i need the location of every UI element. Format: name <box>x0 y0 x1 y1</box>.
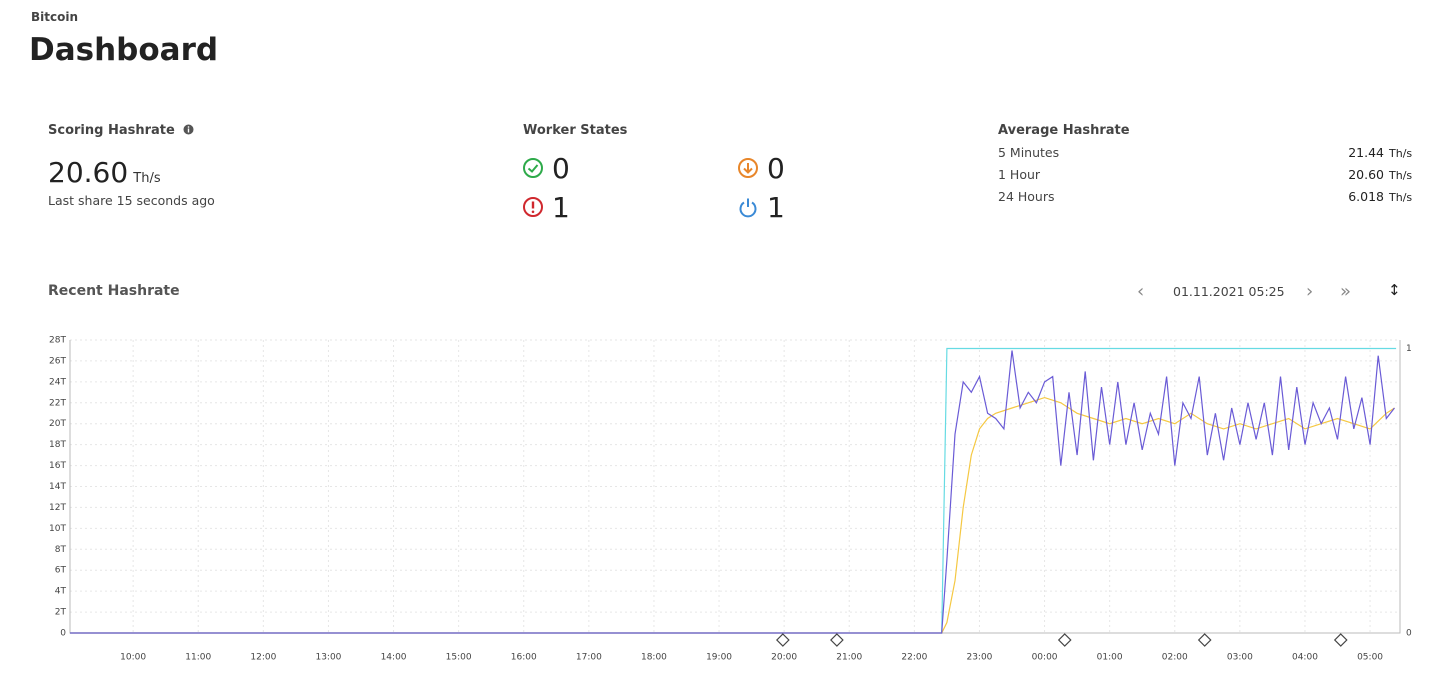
next-button[interactable]: › <box>1306 281 1314 302</box>
x-tick-label: 13:00 <box>315 653 341 663</box>
x-tick-label: 04:00 <box>1292 653 1318 663</box>
y-tick-label: 20T <box>49 419 66 429</box>
x-tick-label: 14:00 <box>381 653 407 663</box>
series-line <box>70 350 1395 634</box>
y-tick-label: 10T <box>49 524 66 534</box>
event-marker <box>830 633 844 647</box>
y-tick-label: 2T <box>55 608 67 618</box>
breadcrumb[interactable]: Bitcoin <box>31 10 79 24</box>
y-tick-label: 16T <box>49 461 66 471</box>
section-title: Recent Hashrate <box>48 283 180 299</box>
off-count: 1 <box>767 191 785 224</box>
x-tick-label: 21:00 <box>836 653 862 663</box>
x-tick-label: 10:00 <box>120 653 146 663</box>
y-tick-label: 6T <box>55 566 67 576</box>
y-tick-label: 18T <box>49 440 66 450</box>
date[interactable]: 01.11.2021 05:25 <box>1173 284 1285 299</box>
row-value: 6.018 <box>1348 189 1384 204</box>
series-line <box>70 347 1397 634</box>
info-icon[interactable] <box>183 124 194 135</box>
row-value: 21.44 <box>1348 145 1384 160</box>
x-tick-label: 23:00 <box>966 653 992 663</box>
y-tick-label: 4T <box>55 587 67 597</box>
y-tick-label: 24T <box>49 377 66 387</box>
x-tick-label: 17:00 <box>576 653 602 663</box>
x-tick-label: 15:00 <box>446 653 472 663</box>
dead-icon <box>523 197 543 217</box>
expand-button[interactable]: ↕ <box>1388 281 1401 299</box>
x-tick-label: 18:00 <box>641 653 667 663</box>
low-count: 0 <box>767 152 785 185</box>
x-tick-label: 03:00 <box>1227 653 1253 663</box>
y-tick-label: 28T <box>49 336 66 346</box>
row-label: 1 Hour <box>998 167 1041 182</box>
y-tick-label: 12T <box>49 503 66 513</box>
dead-count: 1 <box>552 191 570 224</box>
row-unit: Th/s <box>1389 169 1413 182</box>
scoring-value: 20.60 Th/s <box>48 156 161 189</box>
x-tick-label: 00:00 <box>1032 653 1058 663</box>
y-tick-label: 22T <box>49 398 66 408</box>
event-marker <box>776 633 790 647</box>
low-icon <box>738 158 758 178</box>
y2-tick-label: 1 <box>1406 344 1412 354</box>
row-label: 24 Hours <box>998 189 1055 204</box>
y-tick-label: 26T <box>49 356 66 366</box>
event-marker <box>1333 633 1348 647</box>
chart: 0 2T 4T 6T 8T 10T 12T 14T 16T 18T 20T 22T 24T 26T 28T 1… <box>49 336 1412 663</box>
row-value: 20.60 <box>1348 167 1384 182</box>
y2-tick-label: 0 <box>1406 629 1412 639</box>
page-title: Dashboard <box>29 32 219 68</box>
row-unit: Th/s <box>1389 147 1413 160</box>
x-tick-label: 11:00 <box>185 653 211 663</box>
label: Scoring Hashrate <box>48 123 175 138</box>
note: Last share 15 seconds ago <box>48 193 215 208</box>
x-tick-label: 02:00 <box>1162 653 1188 663</box>
x-tick-label: 19:00 <box>706 653 732 663</box>
row-unit: Th/s <box>1389 191 1413 204</box>
ok-count: 0 <box>552 152 570 185</box>
series-line <box>70 396 1395 634</box>
x-tick-label: 16:00 <box>511 653 537 663</box>
x-tick-label: 01:00 <box>1097 653 1123 663</box>
stat-label: Worker States <box>523 123 628 138</box>
x-tick-label: 22:00 <box>901 653 927 663</box>
prev-button[interactable]: ‹ <box>1137 281 1145 302</box>
value: 20.60 <box>48 156 129 189</box>
event-marker <box>1057 633 1072 647</box>
unit: Th/s <box>133 171 161 186</box>
stat-label: Scoring Hashrate <box>48 123 194 138</box>
x-tick-label: 20:00 <box>771 653 797 663</box>
stat-label: Average Hashrate <box>998 123 1130 138</box>
latest-button[interactable]: » <box>1340 281 1352 302</box>
x-tick-label: 05:00 <box>1357 653 1383 663</box>
ok-icon <box>523 158 543 178</box>
y-tick-label: 0 <box>60 629 66 639</box>
off-icon <box>739 198 757 218</box>
event-marker <box>1197 633 1212 647</box>
y-tick-label: 14T <box>49 482 66 492</box>
x-tick-label: 12:00 <box>250 653 276 663</box>
y-tick-label: 8T <box>55 545 67 555</box>
row-label: 5 Minutes <box>998 145 1060 160</box>
